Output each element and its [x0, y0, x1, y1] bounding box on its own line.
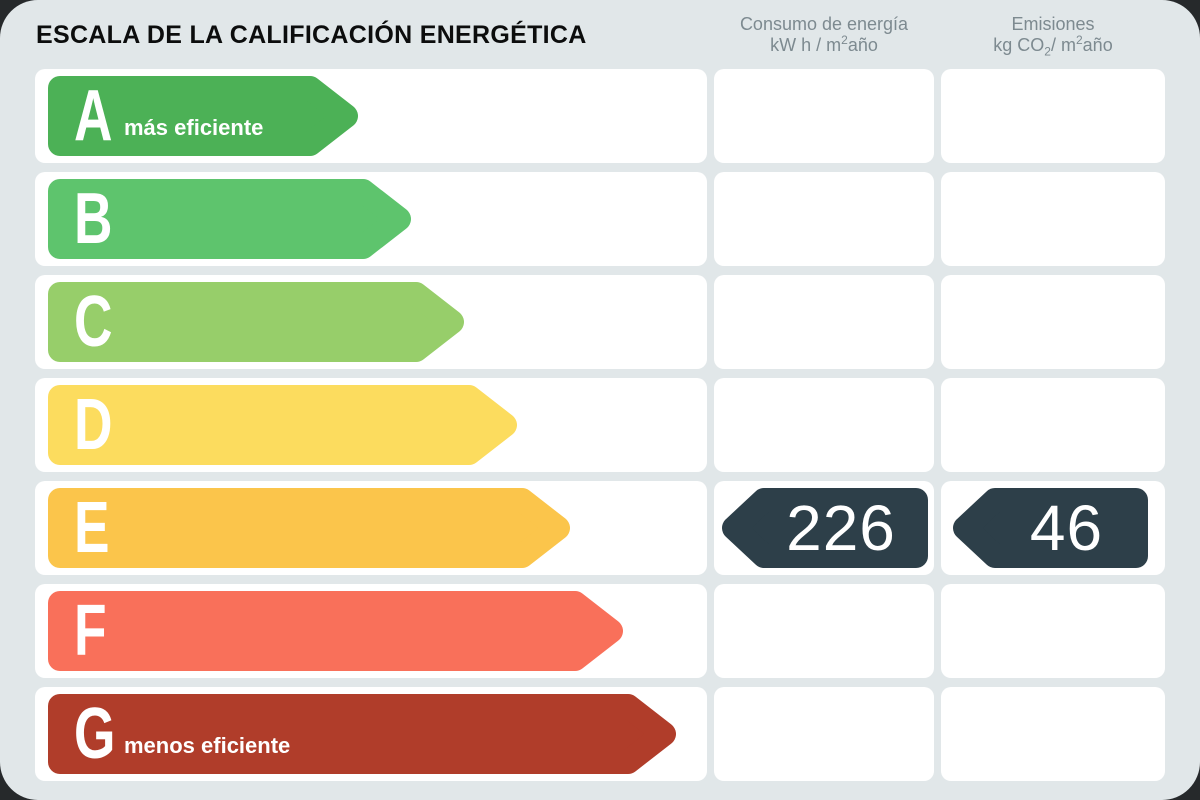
scale-row-d: D [35, 378, 1165, 472]
arrow-shape [48, 694, 676, 774]
consumo-value: 226 [786, 492, 896, 564]
emisiones-cell [941, 275, 1165, 369]
arrow-shape [48, 76, 358, 156]
rating-letter-d: D [74, 385, 113, 465]
consumo-value-badge: 226 [722, 488, 928, 568]
rating-bar: C [48, 282, 464, 362]
emisiones-cell [941, 69, 1165, 163]
rating-bar: D [48, 385, 517, 465]
consumo-column-header: Consumo de energía kW h / m2año [714, 14, 934, 56]
page-title: ESCALA DE LA CALIFICACIÓN ENERGÉTICA [36, 21, 587, 49]
arrow-shape [722, 488, 928, 568]
scale-cell: C [35, 275, 707, 369]
scale-row-b: B [35, 172, 1165, 266]
emisiones-cell [941, 687, 1165, 781]
rating-bar: A más eficiente [48, 76, 358, 156]
arrow-shape [48, 385, 517, 465]
scale-cell: G menos eficiente [35, 687, 707, 781]
emisiones-column-header: Emisiones kg CO2/ m2año [941, 14, 1165, 59]
rating-letter-b: B [74, 179, 113, 259]
scale-cell: A más eficiente [35, 69, 707, 163]
efficiency-label: menos eficiente [124, 733, 291, 758]
rating-bar: G menos eficiente [48, 694, 676, 774]
arrow-shape [48, 591, 623, 671]
consumo-cell [714, 687, 934, 781]
rating-scale-grid: A más eficiente B [35, 69, 1165, 781]
consumo-header-unit: kW h / m2año [770, 33, 878, 55]
emisiones-value-badge: 46 [953, 488, 1148, 568]
scale-cell: F [35, 584, 707, 678]
rating-bar: B [48, 179, 411, 259]
emisiones-cell: 46 [941, 481, 1165, 575]
emisiones-cell [941, 378, 1165, 472]
arrow-shape [953, 488, 1148, 568]
arrow-shape [48, 488, 570, 568]
consumo-cell [714, 275, 934, 369]
arrow-shape [48, 179, 411, 259]
efficiency-label: más eficiente [124, 115, 264, 140]
rating-letter-a: A [74, 76, 113, 156]
rating-letter-f: F [74, 591, 107, 671]
emisiones-cell [941, 584, 1165, 678]
scale-cell: B [35, 172, 707, 266]
consumo-header-title: Consumo de energía [739, 14, 909, 34]
emisiones-header-unit: kg CO2/ m2año [993, 33, 1113, 59]
rating-letter-c: C [74, 282, 113, 362]
scale-row-a: A más eficiente [35, 69, 1165, 163]
consumo-cell [714, 584, 934, 678]
rating-letter-e: E [74, 488, 110, 568]
scale-cell: D [35, 378, 707, 472]
consumo-cell: 226 [714, 481, 934, 575]
scale-row-g: G menos eficiente [35, 687, 1165, 781]
emisiones-header-title: Emisiones [1011, 14, 1095, 34]
scale-row-e: E 226 46 [35, 481, 1165, 575]
consumo-cell [714, 69, 934, 163]
consumo-cell [714, 172, 934, 266]
emisiones-cell [941, 172, 1165, 266]
scale-cell: E [35, 481, 707, 575]
consumo-cell [714, 378, 934, 472]
scale-row-c: C [35, 275, 1165, 369]
arrow-shape [48, 282, 464, 362]
rating-bar: E [48, 488, 570, 568]
emisiones-value: 46 [1029, 492, 1104, 564]
rating-letter-g: G [74, 694, 116, 774]
scale-row-f: F [35, 584, 1165, 678]
rating-bar: F [48, 591, 623, 671]
